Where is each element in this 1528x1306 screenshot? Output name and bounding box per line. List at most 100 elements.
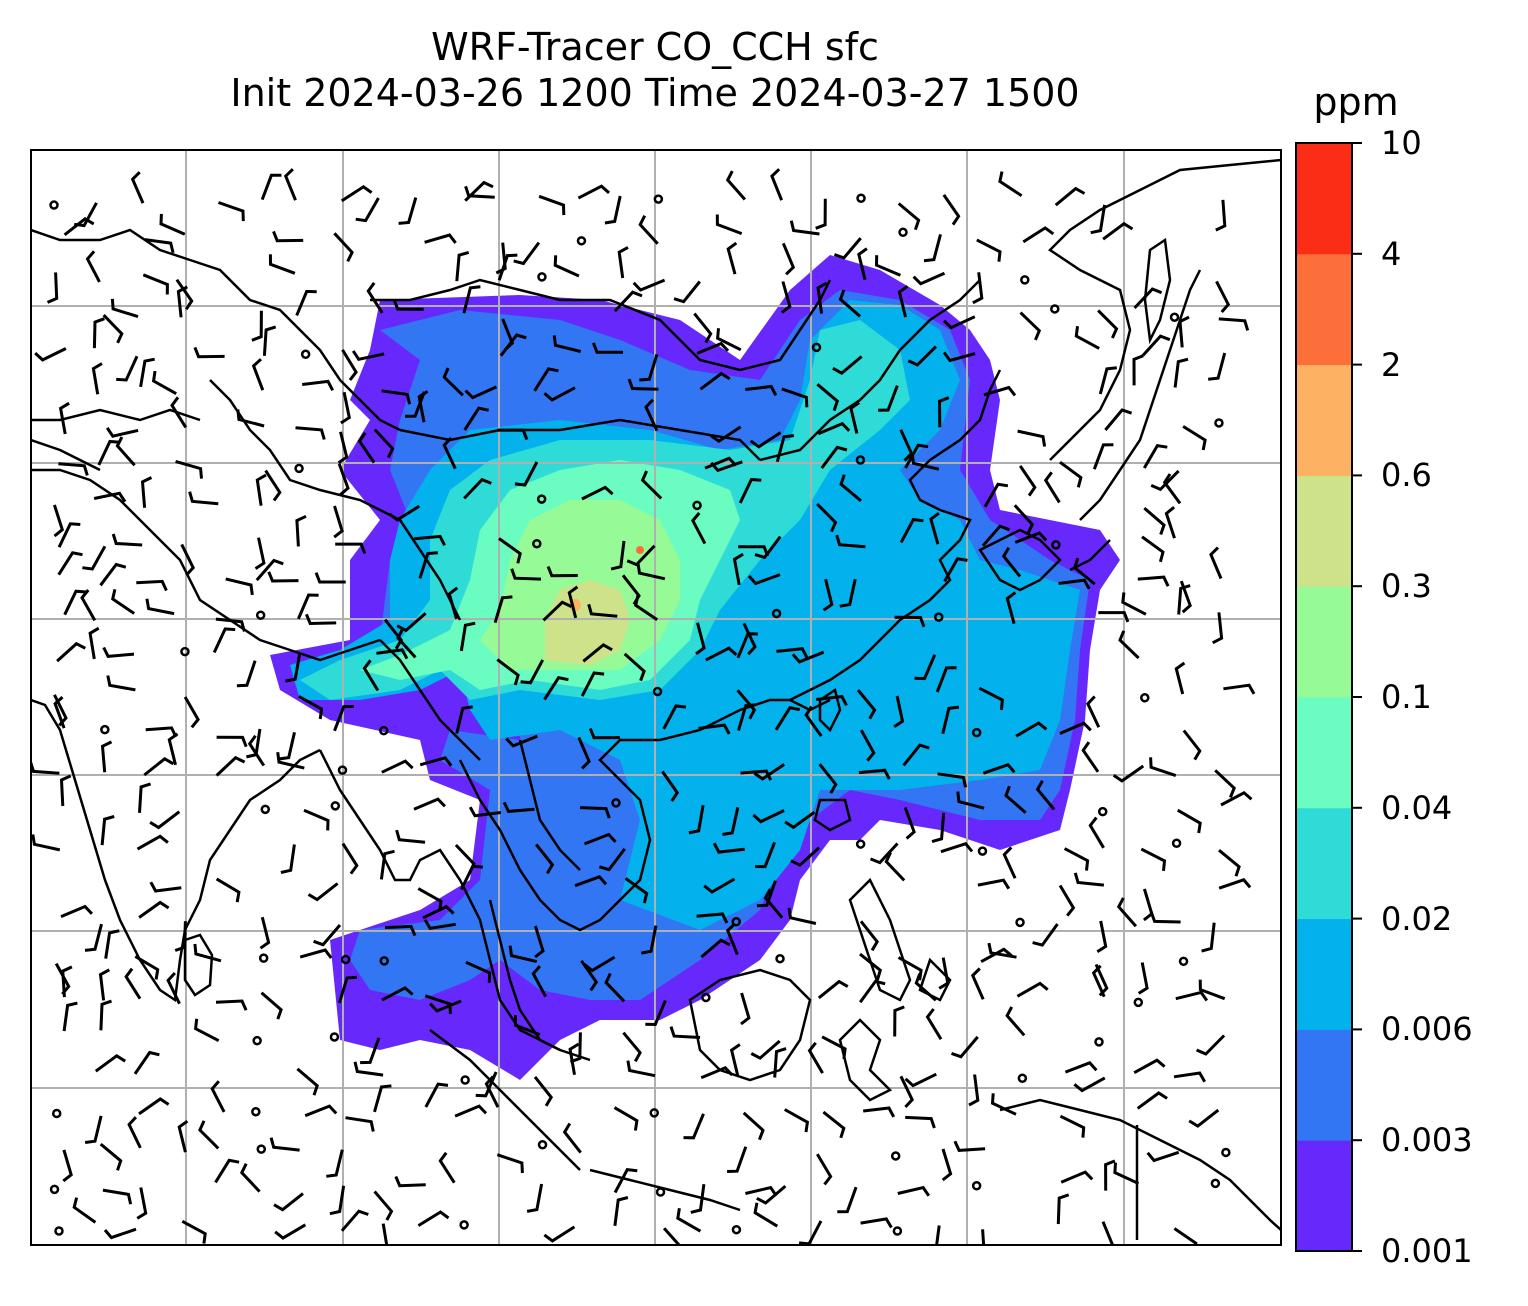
colorbar-tick-label: 10 bbox=[1381, 124, 1422, 162]
wind-barb bbox=[822, 1110, 846, 1139]
wind-barb bbox=[366, 282, 384, 314]
wind-barb bbox=[562, 1122, 582, 1154]
wind-barb bbox=[712, 842, 745, 854]
wind-barb bbox=[857, 247, 868, 280]
wind-barb bbox=[756, 880, 777, 908]
wind-barb bbox=[106, 675, 136, 692]
wind-barb bbox=[272, 230, 304, 243]
wind-barb bbox=[394, 1175, 426, 1188]
wind-barb bbox=[783, 1108, 810, 1133]
wind-barb bbox=[581, 485, 614, 501]
wind-barb bbox=[1212, 612, 1224, 645]
wind-barb bbox=[151, 370, 177, 396]
wind-barb bbox=[508, 945, 538, 964]
calm-wind-marker bbox=[971, 1180, 982, 1191]
colorbar-tick-label: 0.6 bbox=[1381, 456, 1432, 495]
taiwan bbox=[818, 687, 842, 733]
wind-barb bbox=[218, 201, 245, 222]
wind-barb bbox=[821, 1035, 847, 1060]
calm-wind-marker bbox=[260, 804, 271, 815]
wind-barb bbox=[464, 185, 495, 199]
wind-barb bbox=[384, 924, 417, 937]
wind-barb bbox=[923, 234, 942, 263]
wind-barb bbox=[533, 367, 559, 392]
wind-barb bbox=[732, 552, 744, 586]
china-coast bbox=[789, 369, 1002, 702]
wind-barb bbox=[580, 959, 599, 992]
wind-barb bbox=[1064, 1061, 1098, 1074]
wind-barb bbox=[552, 335, 582, 353]
map-panel bbox=[31, 150, 1281, 1245]
wind-barb bbox=[787, 907, 817, 925]
wind-barb bbox=[662, 1227, 682, 1245]
wind-barb bbox=[937, 772, 968, 788]
wind-barb bbox=[255, 473, 267, 506]
calm-wind-marker bbox=[611, 798, 621, 808]
wind-barb bbox=[276, 752, 305, 770]
wind-barb bbox=[781, 242, 796, 276]
wind-barb bbox=[698, 723, 731, 735]
wind-barb bbox=[381, 389, 412, 405]
wind-barb bbox=[970, 967, 985, 1000]
wind-barb bbox=[102, 646, 135, 658]
wind-barb bbox=[818, 763, 838, 794]
calm-wind-marker bbox=[49, 1184, 60, 1195]
wind-barb bbox=[1096, 920, 1108, 954]
wind-barb bbox=[715, 214, 743, 236]
wind-barb bbox=[459, 621, 476, 652]
wind-barb bbox=[355, 197, 380, 223]
wind-barb bbox=[61, 965, 73, 998]
wind-barb bbox=[878, 385, 899, 412]
wind-barb bbox=[1173, 1071, 1207, 1083]
wind-barb bbox=[1001, 546, 1022, 578]
wind-barb bbox=[138, 782, 152, 813]
wind-barb bbox=[1019, 311, 1042, 341]
wind-barb bbox=[93, 491, 127, 503]
wind-barb bbox=[1104, 1159, 1116, 1191]
wind-barb bbox=[274, 1223, 307, 1240]
wind-barb bbox=[145, 726, 178, 738]
wind-barb bbox=[493, 595, 513, 624]
wind-barb bbox=[636, 562, 666, 581]
wind-barb bbox=[340, 391, 351, 425]
wind-barb bbox=[722, 807, 740, 836]
wind-barb bbox=[1088, 816, 1105, 849]
wind-barb bbox=[1177, 584, 1191, 615]
wind-barb bbox=[283, 168, 297, 201]
wind-barb bbox=[725, 170, 747, 201]
wind-barb bbox=[750, 1039, 781, 1060]
colorbar-tick-label: 0.006 bbox=[1381, 1010, 1473, 1049]
wind-barb bbox=[183, 696, 200, 729]
wind-barb bbox=[577, 736, 591, 770]
wind-barb bbox=[442, 436, 457, 470]
wind-barb bbox=[373, 1084, 392, 1113]
wind-barb bbox=[676, 1208, 702, 1233]
wind-barb bbox=[360, 1037, 381, 1065]
wind-barb bbox=[326, 1149, 344, 1178]
wind-barb bbox=[553, 255, 580, 278]
wind-barb bbox=[495, 242, 507, 275]
wind-barb bbox=[897, 202, 921, 231]
java bbox=[589, 1168, 741, 1212]
wind-barb bbox=[610, 540, 626, 571]
wind-barb bbox=[798, 1220, 823, 1245]
sakhalin bbox=[1143, 237, 1172, 345]
calm-wind-marker bbox=[1210, 1178, 1221, 1189]
wind-barb bbox=[940, 841, 974, 854]
wind-barb bbox=[215, 617, 246, 632]
wind-barb bbox=[1208, 352, 1227, 381]
calm-wind-marker bbox=[855, 839, 866, 849]
wind-barb bbox=[341, 349, 358, 381]
wind-barb bbox=[716, 328, 742, 352]
wind-barb bbox=[907, 345, 937, 367]
wind-barb bbox=[115, 436, 136, 467]
wind-barb bbox=[262, 325, 277, 356]
wind-barb bbox=[138, 900, 170, 919]
wind-barb bbox=[341, 842, 359, 875]
wind-barb bbox=[216, 735, 248, 748]
wind-barb bbox=[580, 671, 605, 697]
wind-barb bbox=[497, 253, 518, 281]
wind-barb bbox=[278, 731, 296, 761]
wind-barb bbox=[417, 1210, 450, 1227]
wind-barb bbox=[357, 432, 376, 464]
